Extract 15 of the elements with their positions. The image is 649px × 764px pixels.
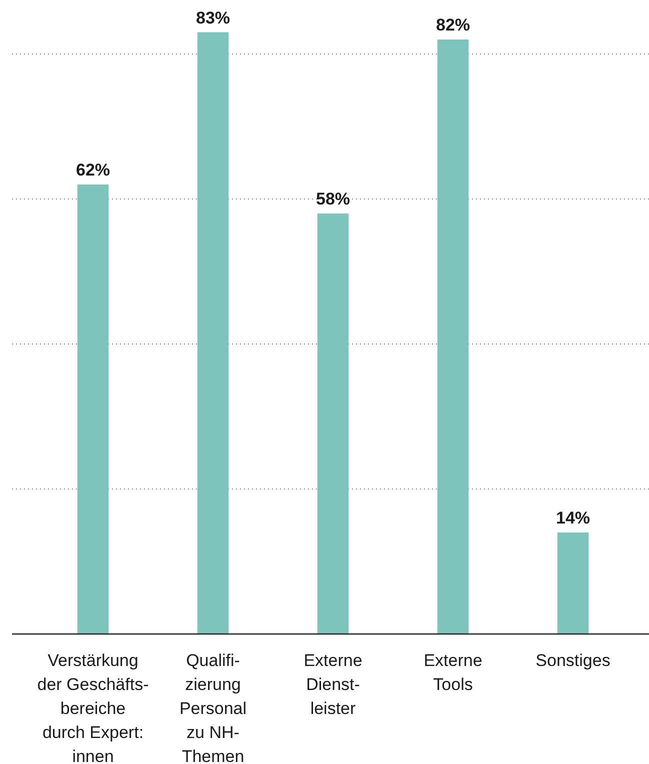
bar [77, 184, 109, 634]
data-label: 14% [556, 508, 590, 528]
bar [437, 40, 469, 634]
data-label: 82% [436, 16, 470, 34]
x-tick-label: Qualifi- zierung Personal zu NH- Themen [179, 651, 247, 764]
x-tick-label: Externe Dienst- leister [304, 651, 362, 718]
x-tick-label: Verstärkung der Geschäfts- bereiche durch Expert: innen [37, 651, 149, 764]
data-label: 83% [196, 8, 230, 28]
data-label: 58% [316, 190, 350, 208]
x-tick-label: Sonstiges [536, 651, 610, 670]
data-label: 62% [76, 160, 110, 180]
bar [197, 32, 229, 634]
x-tick-label: Externe Tools [424, 651, 482, 694]
bar [317, 214, 349, 634]
bar [557, 532, 589, 634]
